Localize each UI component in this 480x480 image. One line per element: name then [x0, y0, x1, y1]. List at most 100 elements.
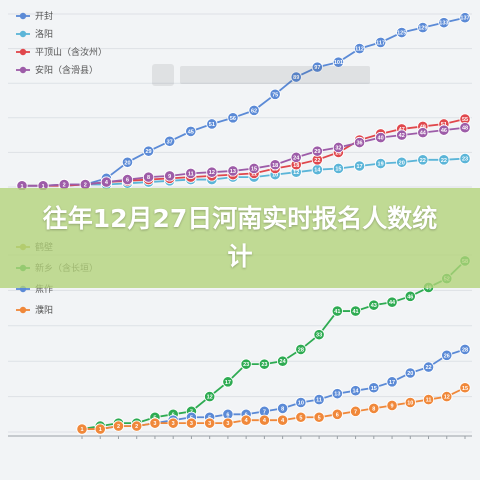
data-label: 4	[245, 418, 249, 424]
data-label: 117	[376, 40, 385, 46]
data-label: 22	[425, 365, 431, 371]
data-point	[311, 145, 323, 157]
data-point	[332, 56, 345, 68]
data-label: 11	[251, 171, 257, 177]
data-point	[121, 173, 134, 186]
data-label: 43	[371, 303, 377, 309]
data-label: 12	[293, 170, 299, 176]
legend-entry: 濮阳	[35, 304, 53, 315]
data-point	[311, 61, 323, 73]
data-point	[131, 420, 143, 432]
data-point	[396, 156, 408, 168]
data-label: 6	[226, 412, 229, 418]
data-point	[331, 408, 343, 420]
data-point	[313, 411, 325, 423]
data-point	[332, 162, 345, 175]
legend-entry: 焦作	[35, 283, 53, 294]
data-label: 129	[418, 26, 427, 32]
data-label: 42	[399, 133, 405, 139]
data-point	[422, 393, 435, 406]
data-label: 5	[299, 415, 302, 421]
data-point	[441, 391, 453, 403]
data-label: 46	[441, 128, 447, 134]
data-label: 9	[168, 174, 171, 180]
data-point	[185, 125, 197, 137]
data-label: 62	[251, 108, 257, 114]
data-label: 17	[356, 164, 362, 170]
data-label: 14	[314, 168, 321, 174]
data-point	[368, 299, 380, 311]
data-point	[459, 122, 471, 134]
data-label: 20	[407, 371, 413, 377]
data-point	[295, 411, 307, 423]
data-point	[94, 423, 106, 435]
data-label: 40	[378, 136, 384, 142]
data-label: 1	[80, 427, 83, 433]
data-label: 23	[243, 362, 249, 368]
data-point	[353, 136, 366, 149]
data-point	[313, 329, 325, 341]
data-label: 19	[378, 162, 384, 168]
data-point	[417, 21, 429, 34]
data-point	[277, 402, 289, 414]
data-point	[240, 414, 252, 426]
data-label: 112	[355, 47, 364, 53]
data-label: 7	[263, 409, 266, 415]
data-label: 3	[190, 421, 193, 427]
data-point	[353, 42, 366, 55]
data-point	[227, 112, 239, 124]
data-label: 9	[391, 403, 394, 409]
data-point	[349, 385, 362, 397]
data-label: 20	[124, 160, 130, 166]
data-point	[277, 355, 289, 367]
data-label: 133	[439, 21, 448, 27]
data-label: 12	[209, 170, 215, 176]
data-point	[258, 358, 270, 370]
data-point	[76, 423, 88, 435]
data-point	[149, 417, 161, 429]
data-point	[164, 170, 176, 182]
data-point	[204, 391, 216, 403]
data-point	[368, 382, 380, 394]
data-label: 15	[251, 166, 257, 172]
data-point	[206, 118, 218, 130]
data-label: 1	[99, 427, 102, 433]
data-point	[206, 166, 218, 178]
data-point	[459, 152, 471, 165]
data-label: 28	[335, 150, 341, 156]
data-point	[438, 17, 450, 29]
data-label: 32	[335, 145, 341, 151]
data-label: 48	[462, 126, 468, 132]
data-point	[331, 305, 343, 317]
data-label: 11	[188, 171, 194, 177]
data-point	[349, 405, 362, 417]
data-point	[353, 160, 366, 172]
data-point	[375, 36, 387, 49]
data-label: 75	[272, 92, 278, 98]
data-point	[142, 171, 155, 183]
series-line-1-3	[82, 386, 466, 430]
data-label: 97	[314, 65, 320, 71]
data-label: 8	[147, 175, 150, 181]
data-point	[121, 156, 134, 168]
data-point	[112, 420, 125, 432]
data-point	[459, 343, 471, 356]
data-point	[185, 417, 198, 429]
series-line-1-1	[81, 260, 466, 430]
data-label: 8	[281, 406, 284, 412]
data-label: 125	[397, 31, 406, 37]
data-label: 8	[372, 406, 375, 412]
data-label: 3	[208, 421, 211, 427]
data-point	[142, 145, 155, 157]
page-title: 往年12月27日河南实时报名人数统计	[42, 204, 438, 271]
data-point	[441, 349, 453, 361]
data-point	[396, 26, 408, 39]
data-label: 2	[84, 183, 87, 189]
data-label: 24	[293, 155, 300, 161]
data-point	[290, 71, 302, 83]
data-label: 23	[462, 157, 468, 163]
data-label: 33	[316, 333, 322, 339]
data-label: 13	[230, 169, 236, 175]
data-point	[375, 131, 387, 144]
data-label: 49	[425, 285, 431, 291]
